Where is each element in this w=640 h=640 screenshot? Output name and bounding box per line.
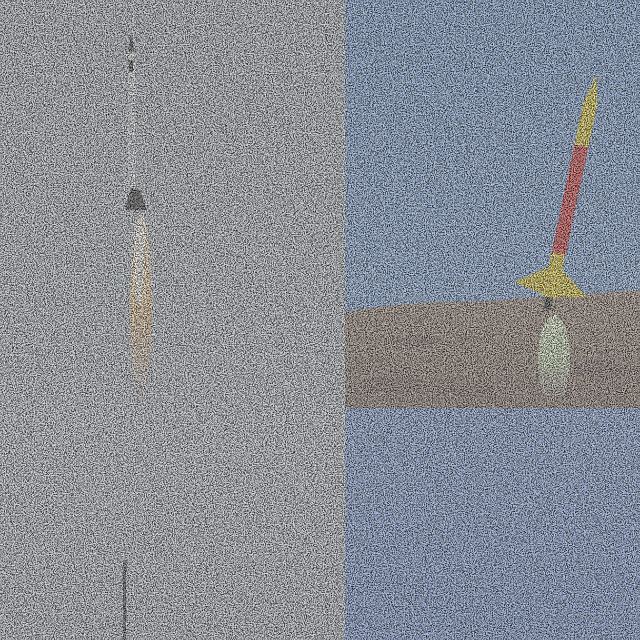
page: (() => { const data = JSON.parse(documen… xyxy=(0,0,640,640)
photo-collage xyxy=(0,0,640,640)
noise-light xyxy=(0,0,640,640)
